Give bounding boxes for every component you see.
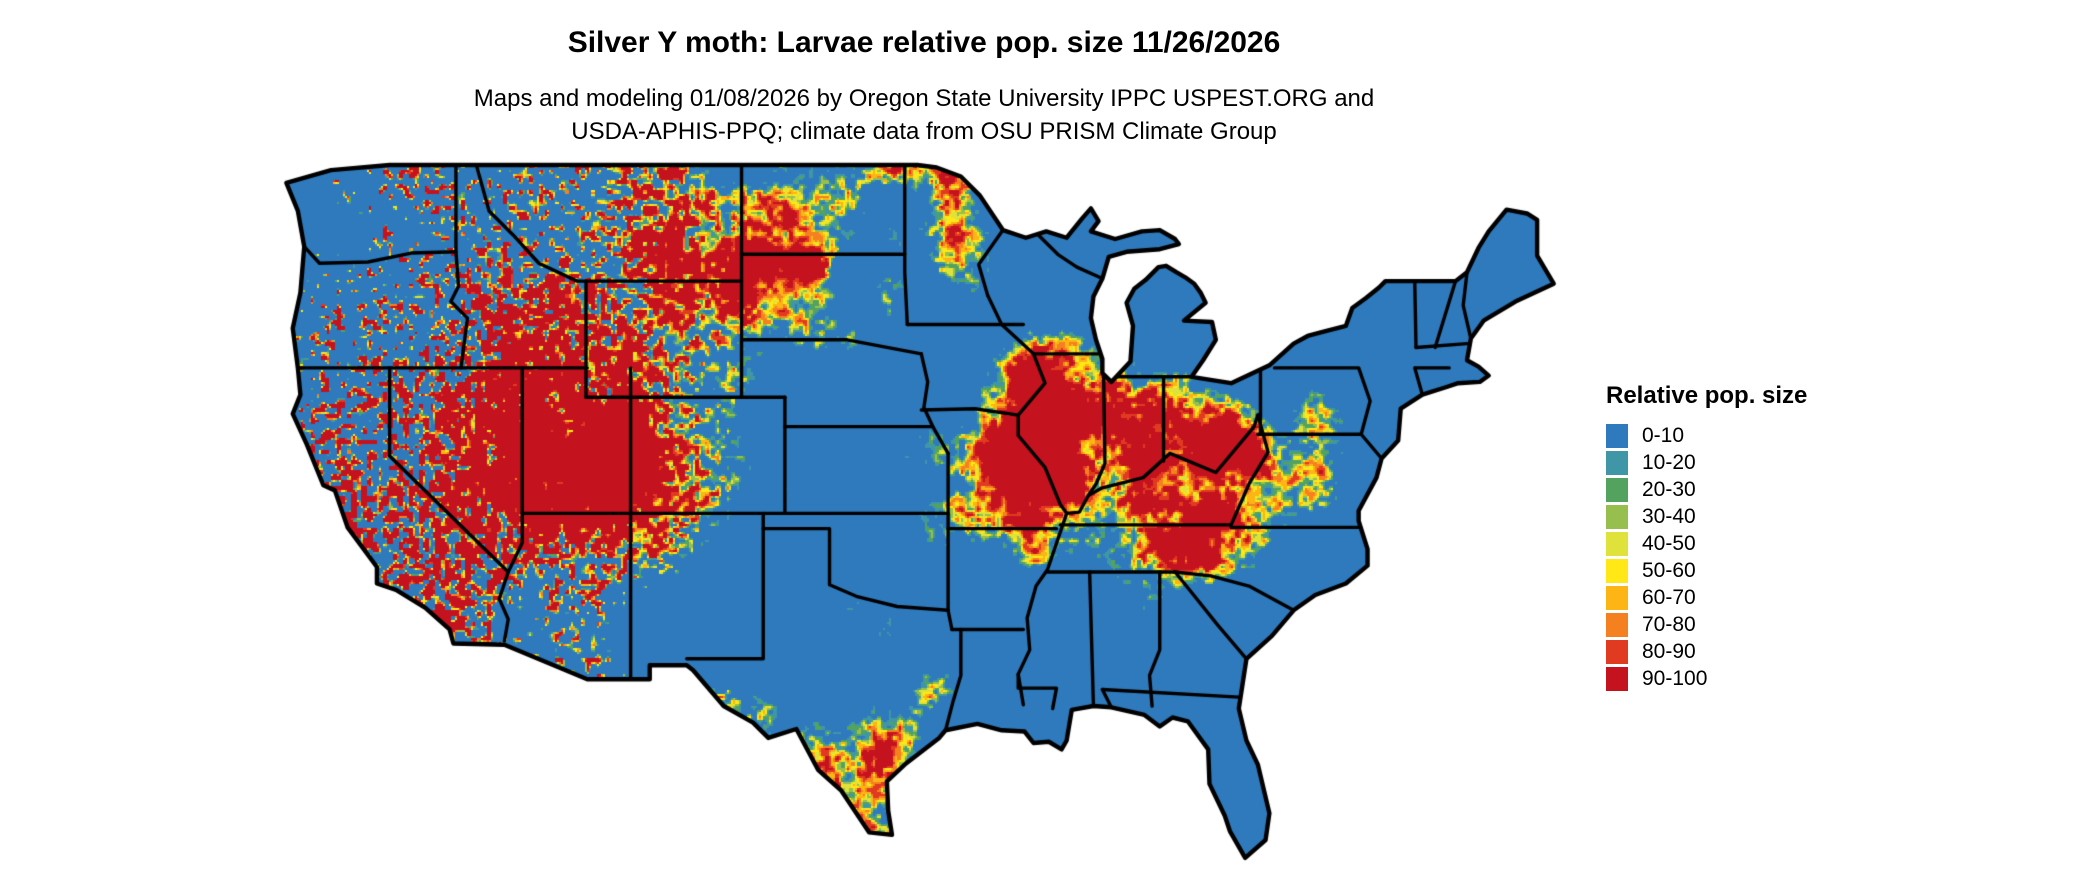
legend-label: 40-50	[1642, 532, 1696, 555]
legend-swatch	[1606, 477, 1628, 502]
legend-label: 30-40	[1642, 505, 1696, 528]
subtitle-line-2: USDA-APHIS-PPQ; climate data from OSU PR…	[571, 118, 1277, 145]
legend-item: 50-60	[1606, 557, 1807, 584]
legend-swatch	[1606, 639, 1628, 664]
legend-label: 60-70	[1642, 586, 1696, 609]
legend-item: 80-90	[1606, 638, 1807, 665]
legend-swatch	[1606, 450, 1628, 475]
legend-items: 0-10 10-20 20-30 30-40 40-50 50-60 60-70 70-80 8…	[1606, 422, 1807, 692]
legend-title: Relative pop. size	[1606, 382, 1808, 409]
legend-label: 50-60	[1642, 559, 1696, 582]
legend: Relative pop. size 0-10 10-20 20-30 30-40 40…	[1606, 382, 1807, 692]
legend-item: 0-10	[1606, 422, 1807, 449]
legend-item: 70-80	[1606, 611, 1807, 638]
legend-swatch	[1606, 504, 1628, 529]
legend-swatch	[1606, 558, 1628, 583]
legend-label: 90-100	[1642, 667, 1708, 690]
legend-swatch	[1606, 423, 1628, 448]
legend-item: 90-100	[1606, 665, 1807, 692]
subtitle-line-1: Maps and modeling 01/08/2026 by Oregon S…	[473, 85, 1375, 112]
legend-item: 60-70	[1606, 584, 1807, 611]
legend-swatch	[1606, 585, 1628, 610]
legend-item: 40-50	[1606, 530, 1807, 557]
legend-label: 20-30	[1642, 478, 1696, 501]
legend-label: 10-20	[1642, 451, 1696, 474]
legend-swatch	[1606, 531, 1628, 556]
legend-label: 70-80	[1642, 613, 1696, 636]
legend-item: 30-40	[1606, 503, 1807, 530]
map-subtitle: Maps and modeling 01/08/2026 by Oregon S…	[474, 82, 1374, 148]
page-title: Silver Y moth: Larvae relative pop. size…	[567, 26, 1281, 59]
legend-item: 10-20	[1606, 449, 1807, 476]
legend-swatch	[1606, 666, 1628, 691]
legend-label: 0-10	[1642, 424, 1685, 447]
legend-swatch	[1606, 612, 1628, 637]
legend-item: 20-30	[1606, 476, 1807, 503]
us-choropleth-map	[275, 160, 1560, 882]
legend-label: 80-90	[1642, 640, 1696, 663]
